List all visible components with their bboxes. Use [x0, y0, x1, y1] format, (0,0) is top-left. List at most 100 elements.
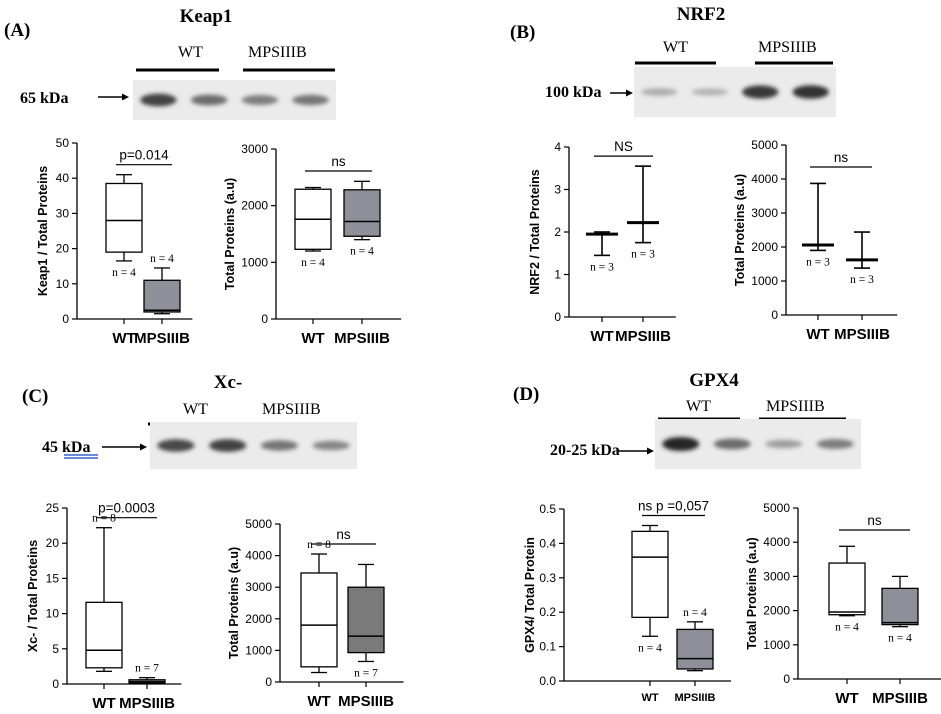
- box: [347, 586, 385, 654]
- y-tick-label: 40: [56, 171, 70, 185]
- y-axis-label: Total Proteins (a.u): [733, 174, 747, 286]
- kda-arrow-head: [140, 443, 147, 451]
- x-category-label: MPSIIIB: [134, 330, 190, 347]
- y-tick-label: 10: [46, 607, 60, 621]
- y-tick-label: 0: [554, 310, 561, 324]
- blot-group-label-mpsiiib: MPSIIIB: [248, 44, 307, 61]
- blot-title: NRF2: [677, 4, 726, 25]
- sample-size-label: n = 4: [638, 642, 662, 654]
- significance-label: ns: [336, 527, 351, 542]
- plot: 0 1 2 3 4 WT MPSIIIB NRF2 / Total Proteins NS n =…: [528, 139, 676, 345]
- plot: 0 1000 2000 3000 WT MPSIIIB Total Proteins (a.…: [223, 142, 402, 347]
- y-axis-label: Xc- / Total Proteins: [26, 540, 40, 652]
- western-blot: WT MPSIIIB 65 kDa: [20, 44, 336, 120]
- blot-group-label-wt: WT: [686, 398, 711, 415]
- x-category-label: MPSIIIB: [675, 692, 716, 704]
- molecular-weight-label: 65 kDa: [20, 90, 68, 107]
- y-tick-label: 10: [56, 277, 70, 291]
- blot-group-label-wt: WT: [663, 39, 688, 56]
- plot: 0 1000 2000 3000 4000 5000 WT MPSIIIB Total Prot…: [227, 517, 404, 710]
- y-tick-label: 1000: [245, 643, 272, 657]
- plot: 0 5 10 15 20 25 WT MPSIIIB Xc- / Total Proteins p…: [26, 501, 182, 712]
- y-tick-label: 4000: [751, 172, 778, 186]
- y-tick-label: 2000: [241, 199, 268, 213]
- y-tick-label: 20: [56, 242, 70, 256]
- y-tick-label: 1000: [763, 638, 790, 652]
- western-blot: WT MPSIIIB 45 kDa: [42, 401, 357, 469]
- blot-band: [140, 93, 177, 107]
- panel-letter: (B): [510, 22, 535, 43]
- y-tick-label: 15: [46, 571, 60, 585]
- y-tick-label: 1: [554, 268, 561, 282]
- sample-size-label: n = 4: [112, 267, 136, 279]
- x-category-label: WT: [641, 692, 658, 704]
- y-tick-label: 0.2: [539, 605, 556, 619]
- sample-size-label: n = 3: [806, 256, 830, 268]
- sample-size-label: n = 4: [835, 622, 859, 634]
- y-tick-label: 20: [46, 536, 60, 550]
- sample-size-label: n = 3: [590, 261, 614, 273]
- y-tick-label: 5000: [763, 501, 790, 515]
- y-tick-label: 0: [265, 675, 272, 689]
- blot-band: [190, 94, 228, 106]
- sample-size-label: n = 4: [301, 257, 325, 269]
- blot-band: [765, 439, 803, 449]
- plot: 0 1000 2000 3000 4000 5000 WT MPSIIIB Total Prot…: [745, 501, 941, 707]
- blot-title: Keap1: [180, 6, 233, 27]
- y-tick-label: 30: [56, 206, 70, 220]
- blot-band: [691, 88, 728, 96]
- sample-size-label: n = 7: [135, 663, 159, 675]
- box: [105, 182, 143, 253]
- y-tick-label: 0.1: [539, 640, 556, 654]
- panel-letter: (C): [22, 386, 48, 407]
- sample-size-label: n = 3: [631, 249, 655, 261]
- significance-label: ns: [834, 150, 849, 165]
- y-tick-label: 0: [261, 312, 268, 326]
- blot-group-label-mpsiiib: MPSIIIB: [262, 401, 321, 418]
- molecular-weight-label: 100 kDa: [545, 84, 601, 101]
- box: [300, 572, 338, 668]
- kda-arrow-head: [626, 89, 633, 97]
- y-tick-label: 4000: [245, 549, 272, 563]
- blot-title: Xc-: [214, 372, 242, 393]
- x-category-label: WT: [590, 328, 613, 345]
- y-tick-label: 0: [771, 308, 778, 322]
- y-tick-label: 0.5: [539, 502, 556, 516]
- blot-band: [792, 85, 829, 99]
- western-blot: WT MPSIIIB 20-25 kDa: [550, 398, 861, 469]
- y-axis-label: Total Proteins (a.u): [227, 547, 241, 659]
- blot-group-label-wt: WT: [178, 44, 203, 61]
- blot-band: [742, 85, 779, 99]
- y-axis-label: NRF2 / Total Proteins: [528, 169, 542, 295]
- box: [676, 628, 714, 670]
- blot-band: [312, 440, 350, 451]
- y-axis-label: GPX4/ Total Protein: [523, 537, 537, 653]
- significance-label: p=0.0003: [98, 501, 155, 516]
- x-category-label: WT: [92, 695, 115, 712]
- significance-label: NS: [614, 139, 633, 154]
- x-category-label: WT: [806, 326, 829, 343]
- blot-band: [241, 95, 279, 105]
- box: [85, 601, 123, 669]
- panel-letter: (A): [4, 20, 30, 41]
- box: [881, 587, 919, 626]
- sample-size-label: n = 3: [850, 274, 874, 286]
- western-blot: WT MPSIIIB 100 kDa: [545, 39, 836, 117]
- y-tick-label: 1000: [751, 274, 778, 288]
- molecular-weight-label: 20-25 kDa: [550, 442, 620, 459]
- x-category-label: WT: [307, 693, 330, 710]
- kda-arrow-head: [122, 93, 129, 101]
- y-tick-label: 3000: [763, 569, 790, 583]
- y-tick-label: 1000: [241, 255, 268, 269]
- kda-arrow-head: [647, 447, 654, 455]
- panel-3: (D) GPX4 WT MPSIIIB 20-25 kDa 0.0 0.1 0.2 0.3 0.4…: [513, 370, 941, 707]
- y-tick-label: 2: [554, 225, 561, 239]
- y-tick-label: 0: [52, 677, 59, 691]
- box: [143, 279, 181, 313]
- significance-label: ns p =0,057: [638, 499, 709, 514]
- y-tick-label: 3000: [241, 142, 268, 156]
- box: [343, 189, 381, 237]
- y-axis-label: Total Proteins (a.u): [223, 178, 237, 290]
